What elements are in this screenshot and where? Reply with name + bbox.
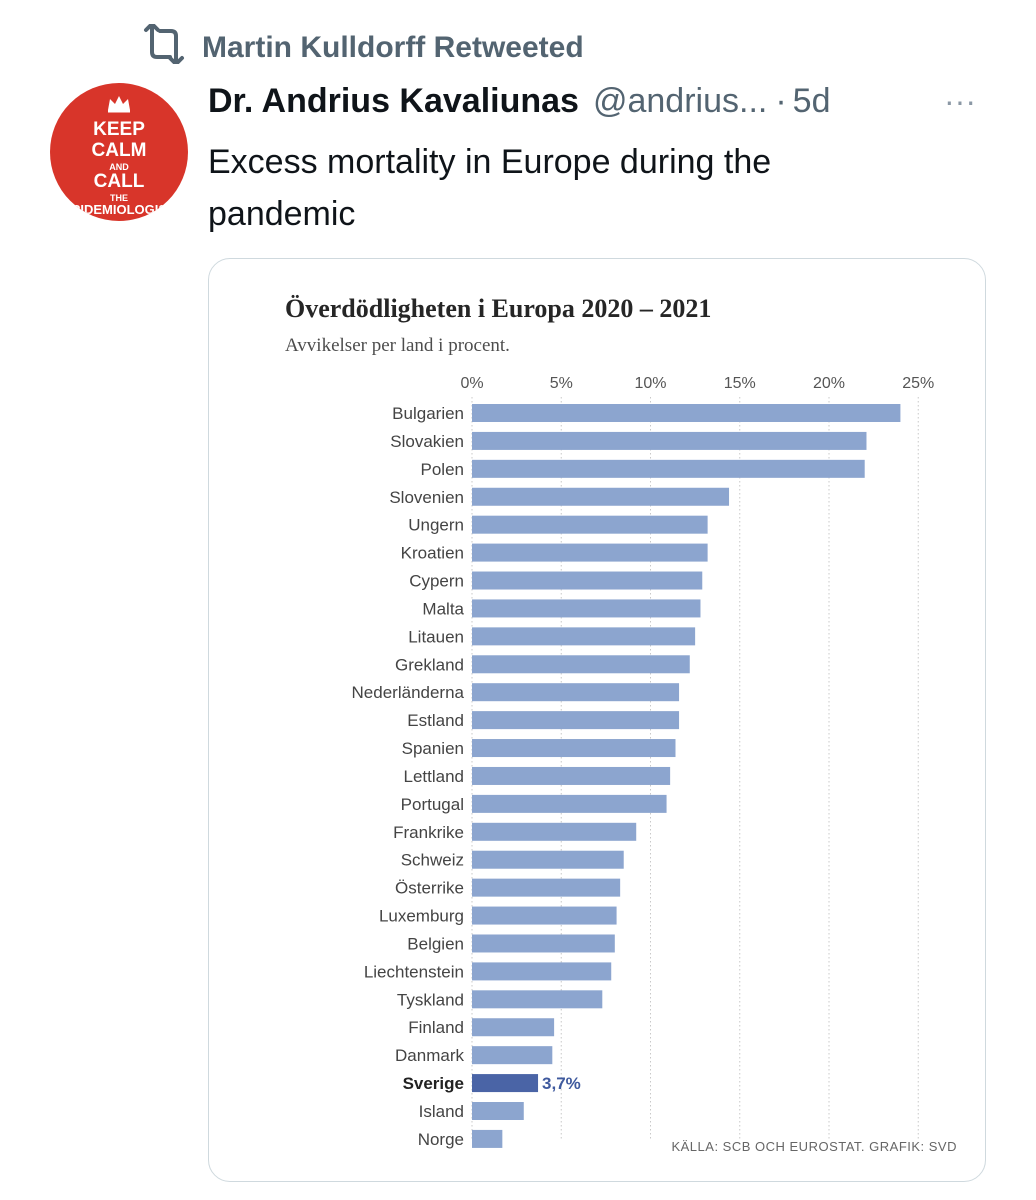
author-handle[interactable]: @andrius...	[592, 82, 768, 120]
bar	[472, 711, 680, 730]
bar	[472, 1129, 503, 1148]
bar	[472, 487, 730, 506]
category-label: Liechtenstein	[364, 962, 464, 981]
chart-source: KÄLLA: SCB OCH EUROSTAT. GRAFIK: SVD	[671, 1139, 957, 1154]
category-label: Danmark	[395, 1046, 464, 1065]
separator: ·	[775, 82, 787, 120]
category-label: Luxemburg	[379, 907, 464, 926]
chart-title: Överdödligheten i Europa 2020 – 2021	[285, 294, 711, 323]
category-label: Nederländerna	[352, 683, 465, 702]
bar	[472, 459, 865, 478]
bar	[472, 878, 621, 897]
category-label: Grekland	[395, 655, 464, 674]
author-name[interactable]: Dr. Andrius Kavaliunas	[208, 82, 579, 120]
category-label: Ungern	[408, 516, 464, 535]
bar	[472, 431, 867, 450]
category-label: Polen	[421, 460, 464, 479]
tweet-media[interactable]: Överdödligheten i Europa 2020 – 2021 Avv…	[208, 258, 986, 1182]
category-label: Estland	[407, 711, 464, 730]
category-label: Lettland	[404, 767, 465, 786]
bar	[472, 1018, 555, 1037]
bar	[472, 1074, 539, 1093]
bar	[472, 934, 615, 953]
category-label: Spanien	[402, 739, 464, 758]
chart-subtitle: Avvikelser per land i procent.	[285, 335, 510, 356]
category-label: Frankrike	[393, 823, 464, 842]
retweet-indicator[interactable]: Martin Kulldorff Retweeted	[140, 22, 584, 72]
avatar-line-and: AND	[109, 162, 129, 172]
timestamp[interactable]: 5d	[792, 82, 831, 120]
bar	[472, 404, 901, 422]
bar	[472, 1046, 553, 1065]
category-label: Slovenien	[389, 488, 464, 507]
x-tick-label: 0%	[460, 375, 483, 392]
bar	[472, 906, 617, 925]
bar	[472, 962, 612, 981]
bar	[472, 766, 671, 785]
x-tick-label: 15%	[724, 375, 756, 392]
category-label: Finland	[408, 1018, 464, 1037]
bar	[472, 990, 603, 1009]
bar	[472, 627, 696, 646]
category-label: Österrike	[395, 879, 464, 898]
bar	[472, 655, 690, 674]
x-tick-label: 25%	[902, 375, 934, 392]
avatar-line-calm: CALM	[91, 140, 147, 161]
category-label: Schweiz	[401, 851, 464, 870]
more-options-icon[interactable]: ···	[944, 83, 976, 119]
category-label: Cypern	[409, 572, 464, 591]
bar	[472, 599, 701, 618]
category-label: Slovakien	[390, 432, 464, 451]
category-label: Bulgarien	[392, 404, 464, 423]
bar	[472, 515, 708, 534]
category-label: Sverige	[403, 1074, 464, 1093]
bar	[472, 543, 708, 562]
data-label: 3,7%	[542, 1074, 581, 1093]
avatar[interactable]: KEEP CALM AND CALL THE EPIDEMIOLOGIST	[50, 83, 188, 221]
retweet-icon	[140, 22, 188, 72]
tweet-text: Excess mortality in Europe during the pa…	[208, 143, 772, 233]
category-label: Portugal	[401, 795, 464, 814]
bar	[472, 739, 676, 758]
crown-icon	[108, 96, 130, 113]
bar	[472, 1102, 524, 1120]
avatar-line-call: CALL	[93, 171, 145, 192]
bar	[472, 571, 703, 590]
avatar-line-keep: KEEP	[93, 119, 145, 140]
category-label: Island	[419, 1102, 464, 1121]
category-label: Tyskland	[397, 990, 464, 1009]
category-label: Belgien	[407, 934, 464, 953]
x-tick-label: 20%	[813, 375, 845, 392]
bar	[472, 794, 667, 813]
retweet-text: Martin Kulldorff Retweeted	[202, 31, 584, 64]
tweet-header: Dr. Andrius Kavaliunas @andrius... · 5d	[208, 82, 831, 128]
x-tick-label: 5%	[550, 375, 573, 392]
category-label: Litauen	[408, 627, 464, 646]
x-tick-label: 10%	[634, 375, 666, 392]
avatar-line-epidemiologist: EPIDEMIOLOGIST	[63, 202, 175, 217]
chart: Överdödligheten i Europa 2020 – 2021 Avv…	[285, 294, 957, 1154]
category-label: Kroatien	[401, 544, 464, 563]
avatar-line-the: THE	[110, 193, 128, 203]
category-label: Norge	[418, 1130, 464, 1149]
bar	[472, 822, 637, 841]
bar	[472, 683, 680, 702]
bar	[472, 850, 624, 869]
category-label: Malta	[422, 599, 464, 618]
